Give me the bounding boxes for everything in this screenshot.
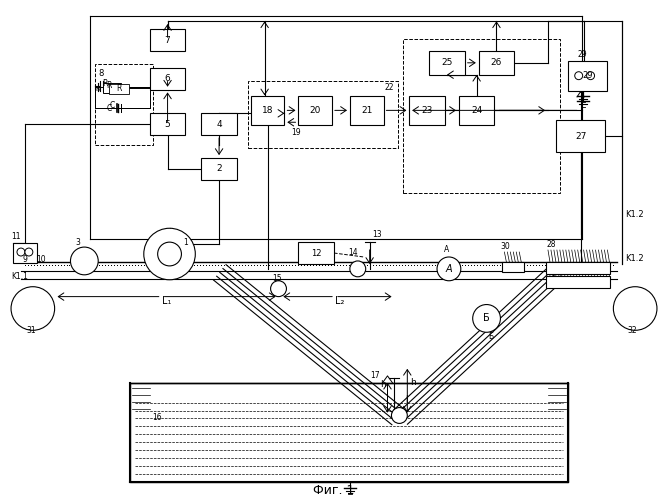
Text: h: h: [410, 378, 416, 388]
Bar: [103, 82, 121, 92]
Circle shape: [11, 286, 55, 331]
Text: 4: 4: [216, 120, 222, 128]
Text: 3: 3: [75, 238, 80, 247]
Bar: [130, 383, 568, 482]
Text: R: R: [106, 80, 112, 90]
Text: R: R: [102, 79, 108, 88]
Bar: [479, 51, 514, 74]
Text: 30: 30: [500, 242, 510, 251]
Circle shape: [144, 228, 195, 280]
Text: K1.2: K1.2: [625, 210, 644, 219]
Bar: [459, 96, 494, 125]
Circle shape: [271, 281, 287, 296]
Text: C: C: [106, 104, 112, 113]
Text: 1: 1: [184, 238, 188, 247]
Text: А: А: [444, 245, 449, 254]
Text: L₁: L₁: [162, 296, 171, 306]
Circle shape: [613, 286, 657, 331]
Text: K1.2: K1.2: [625, 254, 644, 264]
Text: Б: Б: [483, 314, 490, 324]
Bar: [201, 158, 237, 180]
Text: Фиг. 1: Фиг. 1: [313, 484, 355, 498]
Bar: [150, 29, 186, 51]
Circle shape: [574, 72, 582, 80]
Circle shape: [437, 257, 461, 281]
Bar: [350, 96, 383, 125]
Text: 12: 12: [311, 248, 321, 258]
Text: 16: 16: [152, 413, 162, 422]
Circle shape: [71, 247, 98, 275]
Text: C: C: [110, 101, 116, 110]
Text: 24: 24: [471, 106, 482, 115]
Text: 21: 21: [361, 106, 372, 115]
Text: R: R: [116, 84, 122, 93]
Text: K1.1: K1.1: [11, 272, 28, 281]
Text: 28: 28: [546, 240, 556, 249]
Text: 26: 26: [491, 58, 502, 68]
Circle shape: [391, 408, 407, 424]
Text: 32: 32: [627, 326, 637, 335]
Text: 18: 18: [262, 106, 273, 115]
Bar: [13, 243, 37, 263]
Bar: [403, 39, 560, 192]
Circle shape: [350, 261, 365, 277]
Bar: [299, 242, 334, 264]
Text: 17: 17: [370, 372, 379, 380]
Bar: [248, 80, 398, 148]
Circle shape: [587, 72, 595, 80]
Text: 6: 6: [165, 74, 170, 83]
Text: 20: 20: [309, 106, 321, 115]
Text: 27: 27: [575, 132, 587, 140]
Text: h: h: [380, 380, 385, 390]
Text: 5: 5: [165, 120, 170, 128]
Bar: [546, 262, 611, 274]
Text: 25: 25: [442, 58, 453, 68]
Text: 8: 8: [98, 69, 104, 78]
Bar: [409, 96, 445, 125]
Text: 7: 7: [165, 36, 170, 44]
Text: 11: 11: [11, 232, 21, 241]
Circle shape: [25, 248, 33, 256]
Bar: [502, 262, 524, 272]
Text: 31: 31: [26, 326, 35, 335]
Text: A: A: [446, 264, 452, 274]
Text: R: R: [96, 86, 101, 91]
Bar: [150, 68, 186, 90]
Text: 23: 23: [422, 106, 433, 115]
Bar: [201, 114, 237, 135]
Circle shape: [158, 242, 182, 266]
Bar: [109, 84, 129, 94]
Text: 29: 29: [582, 71, 593, 80]
Text: 14: 14: [348, 248, 357, 257]
Text: Б: Б: [488, 332, 494, 342]
Circle shape: [473, 304, 500, 332]
Bar: [546, 276, 611, 287]
Text: 19: 19: [291, 128, 301, 137]
Bar: [429, 51, 465, 74]
Text: 2: 2: [216, 164, 222, 173]
Text: 13: 13: [373, 230, 382, 239]
Text: 29: 29: [578, 50, 587, 59]
Bar: [556, 120, 605, 152]
Bar: [150, 114, 186, 135]
Bar: [96, 64, 153, 145]
Circle shape: [17, 248, 25, 256]
Text: 22: 22: [385, 82, 394, 92]
Bar: [250, 96, 285, 125]
Text: 10: 10: [36, 256, 45, 264]
Text: 9: 9: [23, 256, 27, 264]
Bar: [299, 96, 332, 125]
Text: 15: 15: [273, 274, 282, 283]
Bar: [568, 61, 607, 90]
Text: L₂: L₂: [335, 296, 345, 306]
